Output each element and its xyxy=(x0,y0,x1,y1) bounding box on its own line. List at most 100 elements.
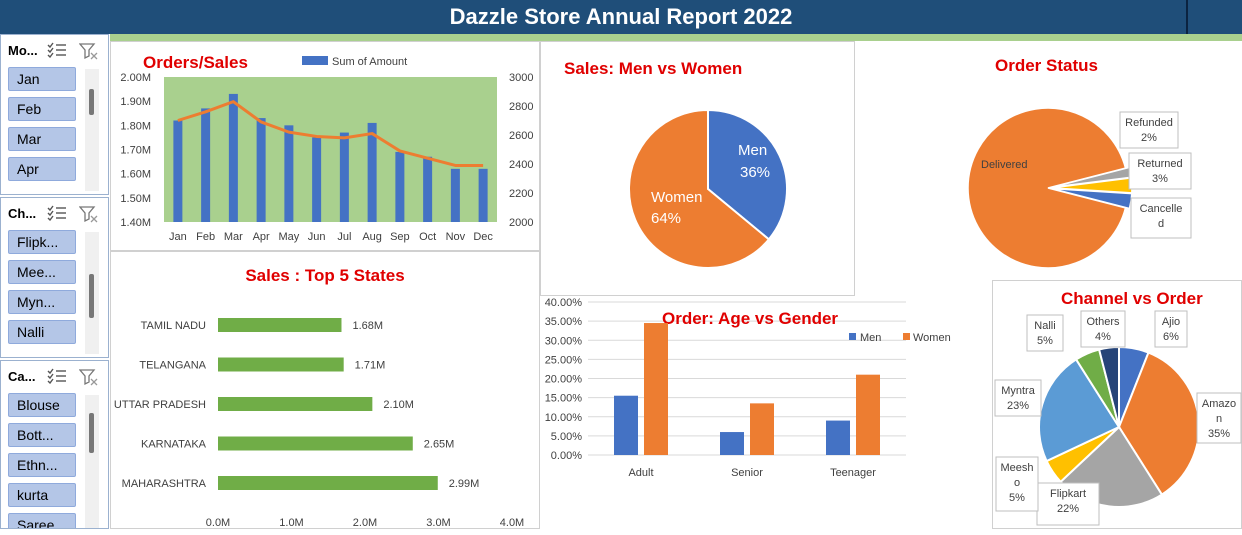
data-label: 1.71M xyxy=(355,360,386,372)
slicer-item[interactable]: Mar xyxy=(8,127,76,151)
accent-strip xyxy=(110,34,1242,41)
x-tick-label: Mar xyxy=(224,231,243,243)
slicer-item[interactable]: Blouse xyxy=(8,393,76,417)
order-status-panel: Order Status Delivered Refunded 2% Returned 3… xyxy=(855,41,1242,296)
slice-label: Women xyxy=(651,189,702,206)
legend-swatch xyxy=(302,56,328,65)
slicer-scroll-thumb[interactable] xyxy=(89,89,94,115)
x-tick-label: Adult xyxy=(628,467,653,479)
y-tick-label: 1.90M xyxy=(120,96,151,108)
legend-label: Sum of Amount xyxy=(332,56,407,68)
slicer-scrollbar[interactable] xyxy=(85,395,99,528)
callout-box xyxy=(1196,392,1242,444)
legend-swatch xyxy=(903,333,910,340)
y-tick-label: 20.00% xyxy=(545,374,583,386)
slicer-item[interactable]: Apr xyxy=(8,157,76,181)
slicer-scroll-thumb[interactable] xyxy=(89,274,94,318)
slicer-item[interactable]: Feb xyxy=(8,97,76,121)
slice-label: Delivered xyxy=(981,159,1027,171)
slicer-item[interactable]: Myn... xyxy=(8,290,76,314)
x-tick-label: Jul xyxy=(337,231,351,243)
y2-tick-label: 2000 xyxy=(509,217,533,229)
data-label: 2.99M xyxy=(449,478,480,490)
y2-tick-label: 2600 xyxy=(509,130,533,142)
callout-text: 4% xyxy=(1095,331,1111,343)
y-tick-label: 1.80M xyxy=(120,120,151,132)
bar xyxy=(218,397,373,411)
x-tick-label: Apr xyxy=(253,231,270,243)
slicer-month: Mo... Jan Feb Mar Apr xyxy=(0,34,109,195)
legend-label: Women xyxy=(913,332,951,344)
bar xyxy=(218,318,342,332)
y-tick-label: 40.00% xyxy=(545,297,583,309)
y-tick-label: 15.00% xyxy=(545,393,583,405)
bar xyxy=(750,403,774,455)
x-tick-label: Oct xyxy=(419,231,436,243)
orders-sales-panel: Orders/Sales Sum of Amount 2.00M 1.90M 1.80M… xyxy=(110,41,540,251)
slicer-item[interactable]: kurta xyxy=(8,483,76,507)
slicer-scroll-thumb[interactable] xyxy=(89,413,94,453)
bar xyxy=(218,436,413,451)
slicer-item[interactable]: Jan xyxy=(8,67,76,91)
callout-text: n xyxy=(1216,413,1222,425)
x-tick-label: Jun xyxy=(308,231,326,243)
report-title-bar: Dazzle Store Annual Report 2022 xyxy=(0,0,1242,34)
report-title: Dazzle Store Annual Report 2022 xyxy=(449,4,793,29)
clear-filter-icon[interactable] xyxy=(79,205,99,223)
pie-slice-women xyxy=(628,108,771,269)
channel-order-chart: Channel vs Order Ajio 6% Amazo n 35% Flipkart 2… xyxy=(994,289,1242,526)
bar xyxy=(312,137,322,222)
series-line xyxy=(177,100,484,167)
slicer-item[interactable]: Bott... xyxy=(8,423,76,447)
pie-slice-men xyxy=(707,108,788,241)
x-tick-label: 2.0M xyxy=(353,517,377,529)
callout-text: Meesh xyxy=(1000,462,1033,474)
callout-text: Myntra xyxy=(1001,385,1036,397)
men-women-panel: Sales: Men vs Women Men 36% Women 64% xyxy=(540,41,855,296)
callout-box xyxy=(1154,310,1188,348)
x-tick-label: Jan xyxy=(169,231,187,243)
chart-title: Order: Age vs Gender xyxy=(662,309,838,328)
slicer-item[interactable]: Flipk... xyxy=(8,230,76,254)
slicer-scrollbar[interactable] xyxy=(85,69,99,191)
callout-box xyxy=(1036,482,1100,526)
multi-select-icon[interactable] xyxy=(47,368,67,384)
callout-text: 2% xyxy=(1141,132,1157,144)
slice-value: 36% xyxy=(740,164,770,181)
clear-filter-icon[interactable] xyxy=(79,368,99,386)
slicer-title: Mo... xyxy=(8,43,38,58)
x-tick-label: May xyxy=(278,231,299,243)
bar xyxy=(284,125,294,222)
age-gender-panel: 40.00% 35.00% 30.00% 25.00% 20.00% 15.00% 10.0… xyxy=(540,296,992,529)
x-tick-label: 1.0M xyxy=(279,517,303,529)
slicer-item[interactable]: Saree xyxy=(8,513,76,528)
callout-text: 6% xyxy=(1163,331,1179,343)
callout-box xyxy=(1128,152,1192,190)
callout-box xyxy=(1130,197,1192,239)
callout-text: o xyxy=(1014,477,1020,489)
x-tick-label: Aug xyxy=(362,231,382,243)
bar xyxy=(228,93,238,222)
bar xyxy=(826,420,850,455)
callout-text: Others xyxy=(1086,316,1120,328)
bar xyxy=(450,168,460,222)
bar xyxy=(644,323,668,455)
bar xyxy=(256,118,266,222)
y-tick-label: 1.40M xyxy=(120,217,151,229)
slicer-item[interactable]: Nalli xyxy=(8,320,76,344)
bar xyxy=(339,132,349,222)
y-tick-label: 1.50M xyxy=(120,193,151,205)
clear-filter-icon[interactable] xyxy=(79,42,99,60)
bar xyxy=(201,108,211,222)
category-label: UTTAR PRADESH xyxy=(114,399,206,411)
multi-select-icon[interactable] xyxy=(47,42,67,58)
slicer-channel: Ch... Flipk... Mee... Myn... Nalli xyxy=(0,197,109,358)
multi-select-icon[interactable] xyxy=(47,205,67,221)
slicer-item[interactable]: Ethn... xyxy=(8,453,76,477)
slicer-item[interactable]: Mee... xyxy=(8,260,76,284)
y2-tick-label: 3000 xyxy=(509,72,533,84)
y-tick-label: 30.00% xyxy=(545,335,583,347)
chart-title: Orders/Sales xyxy=(143,53,248,72)
y-tick-label: 25.00% xyxy=(545,354,583,366)
chart-title: Channel vs Order xyxy=(1061,289,1203,308)
